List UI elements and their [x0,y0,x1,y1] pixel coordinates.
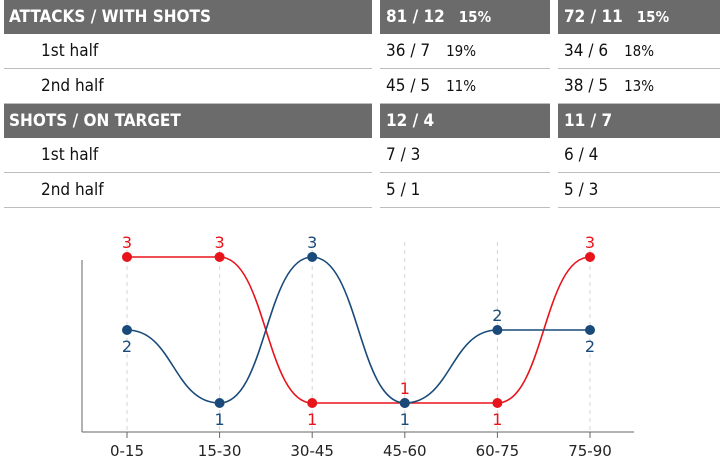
series-2-data-label: 2 [492,306,502,325]
team1-pct: 11% [446,77,477,95]
team2-cell: 6 / 4 [558,138,720,173]
team2-cell: 5 / 3 [558,173,720,208]
attacks-header-label: ATTACKS / WITH SHOTS [4,0,372,34]
series-2-point [492,325,503,335]
row-label: 1st half [4,138,372,173]
shots-first-half-row: 1st half 7 / 3 6 / 4 [4,138,720,173]
shots-by-period-chart: 0-15 15-30 30-45 45-60 60-75 75-90 3 3 1 1 1 3 2 1 3 1 2… [81,233,634,460]
series-2-data-label: 2 [585,337,595,356]
team1-cell: 5 / 1 [380,173,550,208]
attacks-second-half-row: 2nd half 45 / 5 11% 38 / 5 13% [4,69,720,104]
shots-team2-value: 11 / 7 [564,111,613,131]
series-1-data-label: 1 [492,410,502,429]
series-1-point [585,252,595,262]
team1-pct: 19% [446,42,477,60]
series-1-data-label: 1 [307,410,317,429]
team1-value: 36 / 7 [386,41,431,61]
shots-second-half-row: 2nd half 5 / 1 5 / 3 [4,173,720,208]
shots-team2-total: 11 / 7 [558,104,720,138]
row-label: 2nd half [4,173,372,208]
series-1-data-label: 1 [400,379,410,398]
series-1-point [492,398,503,408]
shots-header-label: SHOTS / ON TARGET [4,104,372,138]
series-2-point [122,325,132,335]
series-2-point [214,398,225,408]
series-2-data-label: 3 [307,233,317,252]
team2-pct: 13% [624,77,655,95]
attacks-header-row: ATTACKS / WITH SHOTS 81 / 12 15% 72 / 11… [4,0,720,34]
team2-value: 38 / 5 [564,76,609,96]
row-label: 2nd half [4,69,372,104]
series-2-line [126,256,590,404]
team1-value: 45 / 5 [386,76,431,96]
series-1-point [214,252,225,262]
shots-team1-value: 12 / 4 [386,111,435,131]
series-1-data-label: 3 [215,233,225,252]
series-2-point [585,325,595,335]
series-2-point [399,398,410,408]
attacks-team1-pct: 15% [458,8,492,26]
row-label: 1st half [4,34,372,69]
team1-cell: 7 / 3 [380,138,550,173]
series-2-data-label: 1 [215,410,225,429]
team2-cell: 34 / 6 18% [558,34,720,69]
series-1-data-label: 3 [585,233,595,252]
series-1-point [122,252,132,262]
team1-cell: 36 / 7 19% [380,34,550,69]
team2-value: 34 / 6 [564,41,609,61]
team1-cell: 45 / 5 11% [380,69,550,104]
attacks-team1-value: 81 / 12 [386,7,445,27]
series-2-data-label: 1 [400,410,410,429]
series-2-point [307,252,318,262]
shots-team1-total: 12 / 4 [380,104,550,138]
attacks-team1-total: 81 / 12 15% [380,0,550,34]
x-tick-label: 45-60 [383,442,427,460]
x-tick-label: 75-90 [568,442,612,460]
series-1-point [307,398,318,408]
attacks-team2-total: 72 / 11 15% [558,0,720,34]
stats-table: ATTACKS / WITH SHOTS 81 / 12 15% 72 / 11… [4,0,720,208]
attacks-team2-value: 72 / 11 [564,7,623,27]
attacks-first-half-row: 1st half 36 / 7 19% 34 / 6 18% [4,34,720,69]
attacks-team2-pct: 15% [636,8,670,26]
shots-header-row: SHOTS / ON TARGET 12 / 4 11 / 7 [4,104,720,138]
series-2-data-label: 2 [122,337,132,356]
x-tick-label: 15-30 [198,442,242,460]
team2-value: 6 / 4 [564,145,599,165]
series-1-data-label: 3 [122,233,132,252]
x-tick-label: 0-15 [110,442,144,460]
team2-value: 5 / 3 [564,180,599,200]
x-tick-label: 30-45 [290,442,334,460]
team1-value: 5 / 1 [386,180,421,200]
x-tick-label: 60-75 [476,442,520,460]
team2-cell: 38 / 5 13% [558,69,720,104]
team2-pct: 18% [624,42,655,60]
team1-value: 7 / 3 [386,145,421,165]
